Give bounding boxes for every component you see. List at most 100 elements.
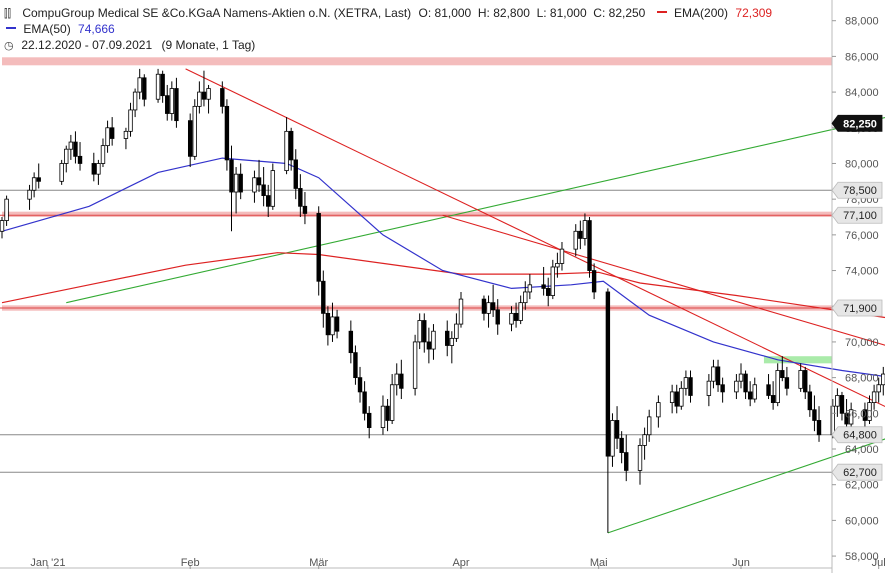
candle-body — [36, 177, 41, 182]
date-range: 22.12.2020 - 07.09.2021 — [21, 38, 153, 52]
candle-body — [807, 391, 813, 411]
candle-body — [256, 177, 262, 186]
level-line-layer — [0, 189, 832, 473]
trendline — [66, 117, 885, 304]
candle-body — [495, 309, 500, 325]
candle-body — [766, 384, 771, 396]
y-tick-label: 86,000 — [845, 51, 879, 63]
x-tick-label: Jan '21 — [30, 557, 65, 569]
candle-body — [137, 77, 142, 93]
candle-body — [578, 230, 583, 239]
candle-body — [862, 409, 868, 421]
candle-body — [449, 337, 455, 346]
candle-body — [780, 370, 785, 379]
legend-range-row: ◷ 22.12.2020 - 07.09.2021 (9 Monate, 1 T… — [4, 38, 255, 52]
candle-body — [573, 230, 578, 250]
candle-body — [59, 163, 64, 182]
candle-body — [747, 391, 753, 400]
y-tick-label: 62,000 — [845, 480, 879, 492]
candle-body — [123, 130, 129, 139]
candle-body — [683, 377, 689, 389]
candle-body — [385, 405, 390, 421]
price-label-box — [831, 114, 883, 132]
candle-body — [412, 341, 418, 389]
candle-body — [527, 284, 533, 293]
candle-body — [321, 280, 326, 314]
candle-body — [155, 73, 161, 100]
ema50-swatch — [6, 27, 16, 30]
candle-body — [357, 377, 363, 393]
candle-body — [0, 220, 5, 232]
clock-icon: ◷ — [4, 40, 14, 52]
x-tick-label: Jul — [872, 557, 885, 569]
y-tick-label: 66,000 — [845, 408, 879, 420]
price-label-text: 62,700 — [843, 467, 877, 479]
candle-body — [288, 130, 294, 161]
candle-body — [835, 395, 840, 407]
candle-body — [775, 370, 780, 404]
candle-body — [431, 330, 436, 350]
candle-body — [353, 352, 358, 379]
candle-body — [302, 205, 308, 214]
price-label: 78,500 — [831, 181, 883, 199]
candle-body — [656, 402, 661, 418]
candle-body — [142, 77, 147, 100]
candle-body — [445, 330, 450, 346]
candle-body — [513, 312, 519, 321]
candle-body — [238, 173, 243, 193]
candle-body — [876, 384, 881, 393]
trendline-layer — [66, 68, 885, 534]
price-label-box — [831, 426, 883, 444]
candle-body — [366, 412, 372, 428]
candle-body — [77, 155, 83, 164]
candle-body — [637, 445, 643, 471]
price-label: 71,900 — [831, 299, 883, 317]
price-label-box — [831, 181, 883, 199]
candle-body — [844, 412, 849, 425]
x-tick-label: Mär — [309, 557, 328, 569]
candle-body — [679, 387, 684, 407]
y-tick-label: 84,000 — [845, 87, 879, 99]
price-zone — [2, 211, 832, 218]
ohlc-bars-icon: ⫿⫿ — [4, 8, 12, 20]
candle-body — [316, 213, 321, 282]
candle-body — [105, 127, 110, 147]
candle-body — [798, 370, 803, 389]
price-label-text: 77,100 — [843, 210, 877, 222]
ema200-line — [1, 252, 885, 319]
candle-body — [261, 184, 266, 196]
ema200-label: EMA(200) — [674, 6, 729, 20]
y-tick-label: 76,000 — [845, 230, 879, 242]
candle-body — [64, 148, 69, 164]
candle-body — [132, 91, 138, 111]
candle-body — [31, 177, 37, 191]
candle-body — [394, 373, 399, 386]
candle-body — [454, 323, 459, 339]
candle-body — [422, 320, 427, 343]
candle-body — [816, 420, 822, 436]
candle-body — [674, 391, 679, 407]
candle-body — [624, 452, 629, 471]
candle-body — [784, 377, 790, 389]
candle-body — [252, 177, 257, 193]
ema50-value: 74,666 — [78, 22, 115, 36]
candle-body — [587, 220, 592, 271]
candle-body — [839, 395, 845, 414]
candle-body — [298, 188, 303, 207]
legend-ema50-row: EMA(50) 74,666 — [4, 22, 115, 36]
candle-body — [206, 88, 211, 100]
candle-body — [100, 145, 106, 164]
candle-body — [546, 287, 551, 296]
candle-body — [187, 120, 193, 157]
trendline — [442, 214, 885, 346]
candle-body — [734, 380, 739, 393]
candle-body — [642, 434, 647, 446]
candle-body — [614, 420, 620, 439]
candle-body — [646, 416, 652, 436]
price-label: 62,700 — [831, 463, 883, 481]
candle-body — [169, 88, 175, 114]
candle-body — [881, 373, 885, 386]
